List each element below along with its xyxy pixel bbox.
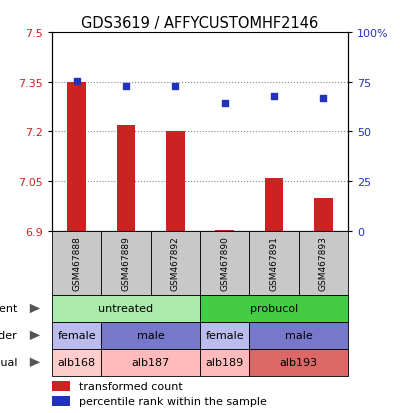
Text: individual: individual (0, 357, 18, 368)
Bar (215, 230, 234, 231)
Point (271, 93, 277, 100)
Bar (151, 231, 200, 295)
Bar (52, 322, 101, 349)
Text: female: female (205, 330, 244, 341)
Text: alb187: alb187 (132, 357, 170, 368)
Bar (52, 396, 70, 406)
Text: male: male (137, 330, 164, 341)
Text: GSM467890: GSM467890 (220, 236, 229, 291)
Text: GSM467889: GSM467889 (122, 236, 130, 291)
Bar (101, 231, 151, 295)
Polygon shape (30, 358, 40, 367)
Title: GDS3619 / AFFYCUSTOMHF2146: GDS3619 / AFFYCUSTOMHF2146 (81, 16, 319, 31)
Bar (52, 295, 200, 322)
Text: probucol: probucol (250, 304, 298, 314)
Text: GSM467888: GSM467888 (72, 236, 81, 291)
Bar (200, 295, 348, 322)
Text: percentile rank within the sample: percentile rank within the sample (79, 396, 266, 406)
Text: GSM467893: GSM467893 (319, 236, 328, 291)
Bar (249, 322, 348, 349)
Point (172, 83, 178, 90)
Polygon shape (30, 331, 40, 340)
Bar (249, 231, 299, 295)
Bar (166, 132, 185, 231)
Bar (265, 178, 283, 231)
Bar (52, 349, 101, 376)
Text: alb168: alb168 (58, 357, 96, 368)
Bar (314, 198, 333, 231)
Bar (249, 349, 348, 376)
Text: alb193: alb193 (280, 357, 318, 368)
Bar (200, 231, 249, 295)
Text: alb189: alb189 (206, 357, 244, 368)
Text: transformed count: transformed count (79, 381, 182, 391)
Bar (299, 231, 348, 295)
Point (222, 100, 228, 107)
Point (123, 83, 129, 90)
Text: agent: agent (0, 304, 18, 314)
Text: GSM467891: GSM467891 (270, 236, 278, 291)
Text: female: female (57, 330, 96, 341)
Bar (200, 322, 249, 349)
Bar (101, 322, 200, 349)
Polygon shape (30, 304, 40, 313)
Bar (52, 381, 70, 391)
Bar (101, 349, 200, 376)
Text: male: male (285, 330, 312, 341)
Bar (67, 83, 86, 231)
Bar (117, 126, 135, 231)
Point (320, 95, 326, 102)
Bar (200, 349, 249, 376)
Point (74, 78, 80, 85)
Text: untreated: untreated (98, 304, 154, 314)
Text: GSM467892: GSM467892 (171, 236, 180, 291)
Text: gender: gender (0, 330, 18, 341)
Bar (52, 231, 101, 295)
